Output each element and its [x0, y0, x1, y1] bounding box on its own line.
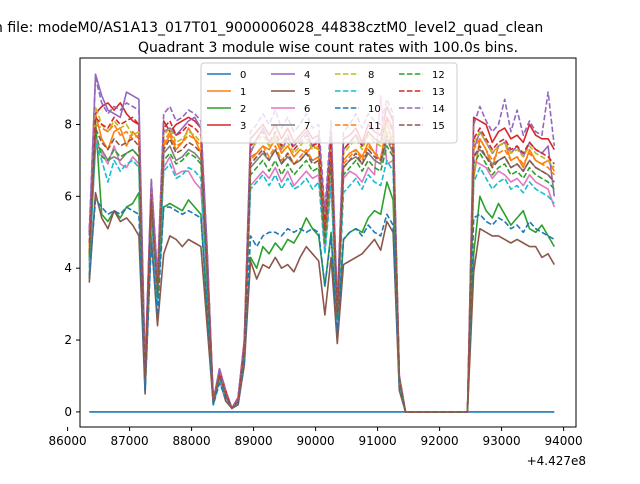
legend-label-14: 14 — [432, 104, 445, 115]
legend-box — [200, 62, 458, 144]
x-tick-label-94000: 94000 — [545, 434, 583, 448]
legend-label-13: 13 — [432, 87, 445, 98]
x-tick-label-87000: 87000 — [111, 434, 149, 448]
legend-label-1: 1 — [240, 87, 246, 98]
series-line-11 — [88, 123, 555, 413]
legend-label-8: 8 — [368, 70, 374, 81]
legend-label-6: 6 — [304, 104, 310, 115]
axes-frame — [79, 57, 577, 428]
legend-label-4: 4 — [304, 70, 310, 81]
series-lines — [88, 73, 556, 413]
x-tick-label-86000: 86000 — [49, 434, 87, 448]
x-offset-label: +4.427e8 — [527, 454, 586, 468]
plot-area — [88, 73, 556, 413]
series-line-9 — [88, 141, 555, 413]
y-tick-label-0: 0 — [64, 405, 72, 419]
series-line-5 — [88, 191, 555, 413]
y-tick-label-2: 2 — [64, 333, 72, 347]
legend-label-2: 2 — [240, 104, 246, 115]
legend-label-12: 12 — [432, 70, 445, 81]
y-tick-label-8: 8 — [64, 117, 72, 131]
series-line-10 — [88, 199, 555, 413]
x-tick-label-88000: 88000 — [173, 434, 211, 448]
x-tick-label-89000: 89000 — [235, 434, 273, 448]
x-tick-label-93000: 93000 — [483, 434, 521, 448]
legend-label-5: 5 — [304, 87, 310, 98]
chart-title: Quadrant 3 module wise count rates with … — [138, 40, 518, 56]
series-line-14 — [88, 77, 556, 413]
legend-label-0: 0 — [240, 70, 246, 81]
series-line-8 — [88, 105, 555, 413]
legend-label-11: 11 — [368, 121, 381, 132]
x-tick-label-90000: 90000 — [297, 434, 335, 448]
legend-label-9: 9 — [368, 87, 374, 98]
y-tick-label-4: 4 — [64, 261, 72, 275]
series-line-15 — [88, 127, 555, 413]
x-tick-label-92000: 92000 — [421, 434, 459, 448]
axes: 86000 87000 88000 89000 90000 91000 92000 93000… — [49, 57, 583, 448]
legend-label-3: 3 — [240, 121, 246, 132]
legend-label-7: 7 — [304, 121, 310, 132]
legend-label-10: 10 — [368, 104, 381, 115]
figure-suptitle: n file: modeM0/AS1A13_017T01_9000006028_… — [0, 20, 543, 36]
legend-label-15: 15 — [432, 121, 445, 132]
series-line-13 — [88, 116, 555, 413]
y-tick-label-6: 6 — [64, 189, 72, 203]
x-tick-label-91000: 91000 — [359, 434, 397, 448]
